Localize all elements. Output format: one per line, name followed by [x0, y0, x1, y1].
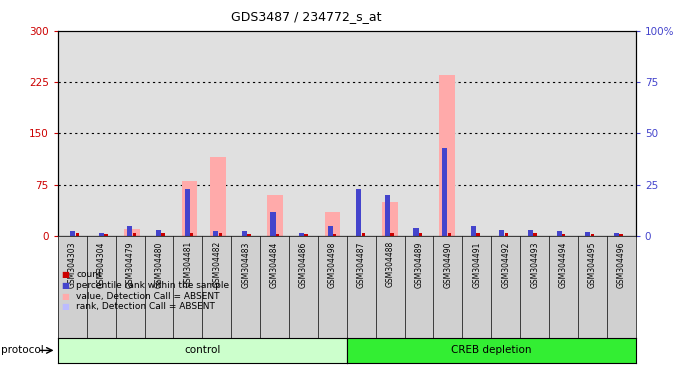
Bar [382, 202, 398, 236]
Bar [356, 189, 361, 236]
Text: GSM304484: GSM304484 [270, 241, 279, 288]
Bar [328, 226, 333, 236]
Text: GSM304495: GSM304495 [588, 241, 597, 288]
Text: ■: ■ [61, 291, 69, 301]
Text: GSM304494: GSM304494 [559, 241, 568, 288]
Bar [385, 195, 390, 236]
Bar [619, 234, 623, 236]
Text: GSM304496: GSM304496 [617, 241, 626, 288]
Bar [562, 234, 565, 236]
Bar [333, 234, 337, 236]
Bar [133, 233, 136, 236]
Bar [439, 75, 455, 236]
Text: GSM304490: GSM304490 [443, 241, 452, 288]
Bar [499, 230, 505, 236]
Bar [556, 231, 562, 236]
Bar [267, 195, 283, 236]
Bar [299, 233, 304, 236]
Bar [447, 233, 451, 236]
Bar [104, 234, 107, 236]
Text: control: control [184, 345, 220, 356]
Text: GSM304488: GSM304488 [386, 241, 394, 288]
Bar [276, 234, 279, 236]
Bar [182, 181, 197, 236]
Bar [390, 233, 394, 236]
Bar [70, 231, 75, 236]
Bar [75, 233, 79, 236]
Text: ■: ■ [61, 270, 69, 279]
Text: value, Detection Call = ABSENT: value, Detection Call = ABSENT [76, 291, 220, 301]
Bar [210, 157, 226, 236]
Bar [324, 212, 341, 236]
Bar [248, 234, 251, 236]
Text: GSM304304: GSM304304 [97, 241, 105, 288]
Bar [271, 212, 275, 236]
Text: GDS3487 / 234772_s_at: GDS3487 / 234772_s_at [231, 10, 381, 23]
Text: GSM304483: GSM304483 [241, 241, 250, 288]
Bar [591, 234, 594, 236]
Text: rank, Detection Call = ABSENT: rank, Detection Call = ABSENT [76, 302, 215, 311]
Bar [413, 228, 419, 236]
Bar [476, 233, 479, 236]
Text: ■: ■ [61, 302, 69, 311]
Text: GSM304492: GSM304492 [501, 241, 510, 288]
Text: percentile rank within the sample: percentile rank within the sample [76, 281, 229, 290]
Bar [471, 226, 476, 236]
Text: GSM304479: GSM304479 [126, 241, 135, 288]
Text: GSM304482: GSM304482 [212, 241, 221, 288]
Bar [124, 229, 140, 236]
Text: protocol: protocol [1, 345, 44, 356]
Bar [156, 230, 161, 236]
Bar [213, 231, 218, 236]
Bar [585, 232, 590, 236]
Text: GSM304498: GSM304498 [328, 241, 337, 288]
Bar [442, 148, 447, 236]
Bar [184, 189, 190, 236]
Bar [305, 234, 308, 236]
Text: GSM304489: GSM304489 [415, 241, 424, 288]
Text: ■: ■ [61, 281, 69, 290]
Text: GSM304480: GSM304480 [154, 241, 163, 288]
Text: GSM304493: GSM304493 [530, 241, 539, 288]
Text: CREB depletion: CREB depletion [451, 345, 532, 356]
Bar [161, 233, 165, 236]
Bar [362, 233, 365, 236]
Bar [419, 233, 422, 236]
Bar [190, 233, 193, 236]
Bar [127, 226, 133, 236]
Bar [99, 233, 104, 236]
Text: GSM304481: GSM304481 [184, 241, 192, 288]
Text: count: count [76, 270, 102, 279]
Text: GSM304491: GSM304491 [473, 241, 481, 288]
Bar [528, 230, 533, 236]
Bar [242, 231, 247, 236]
Bar [218, 233, 222, 236]
Bar [533, 233, 537, 236]
Bar [614, 233, 619, 236]
Text: GSM304303: GSM304303 [68, 241, 77, 288]
Text: GSM304486: GSM304486 [299, 241, 308, 288]
Text: GSM304487: GSM304487 [357, 241, 366, 288]
Bar [505, 233, 508, 236]
